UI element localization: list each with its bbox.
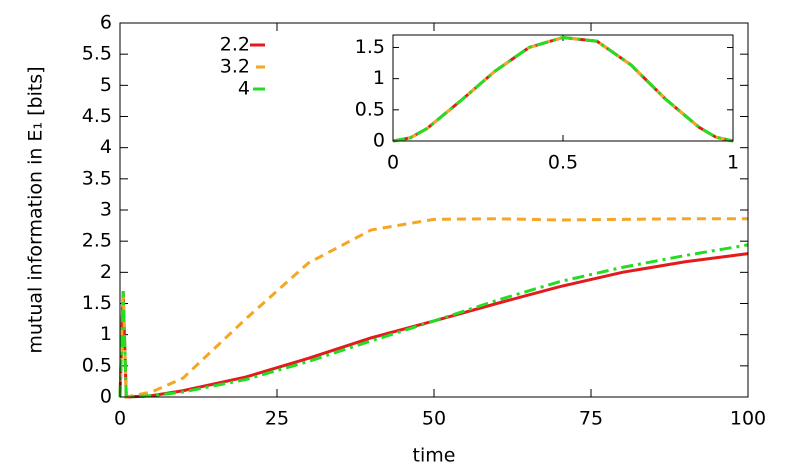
y-tick-label: 0.5	[82, 354, 112, 376]
y-tick-label: 1	[373, 67, 385, 89]
x-tick-label: 1	[727, 152, 739, 174]
x-tick-label: 0.5	[548, 152, 578, 174]
y-tick-label: 0	[373, 130, 385, 152]
y-tick-label: 2	[100, 261, 112, 283]
y-tick-label: 0	[100, 386, 112, 408]
y-tick-label: 1.5	[355, 36, 385, 58]
series-line	[118, 243, 749, 399]
x-tick-label: 25	[265, 408, 289, 430]
y-tick-label: 3.5	[82, 167, 112, 189]
plot-border	[119, 22, 749, 398]
inset-background	[393, 35, 733, 141]
x-tick-label: 0	[114, 408, 126, 430]
x-tick-label: 0	[387, 152, 399, 174]
legend-label: 3.2	[220, 56, 250, 78]
x-tick-label: 100	[730, 408, 766, 430]
y-tick-label: 6	[100, 12, 112, 34]
legend-label: 2.2	[220, 34, 250, 56]
y-axis-label: mutual information in E₁ [bits]	[25, 66, 47, 353]
y-tick-label: 5	[100, 74, 112, 96]
x-axis-label: time	[413, 445, 456, 467]
y-tick-label: 1	[100, 323, 112, 345]
y-tick-label: 1.5	[82, 292, 112, 314]
y-tick-label: 3	[100, 199, 112, 221]
legend-label: 4	[238, 78, 250, 100]
y-tick-label: 0.5	[355, 98, 385, 120]
plot-border	[392, 34, 734, 142]
series-line	[118, 217, 748, 399]
y-tick-label: 2.5	[82, 230, 112, 252]
x-tick-label: 50	[422, 408, 446, 430]
y-tick-label: 4.5	[82, 105, 112, 127]
x-tick-label: 75	[579, 408, 603, 430]
y-tick-label: 4	[100, 136, 112, 158]
y-tick-label: 5.5	[82, 43, 112, 65]
series-line	[118, 252, 749, 399]
series-line	[392, 35, 734, 143]
